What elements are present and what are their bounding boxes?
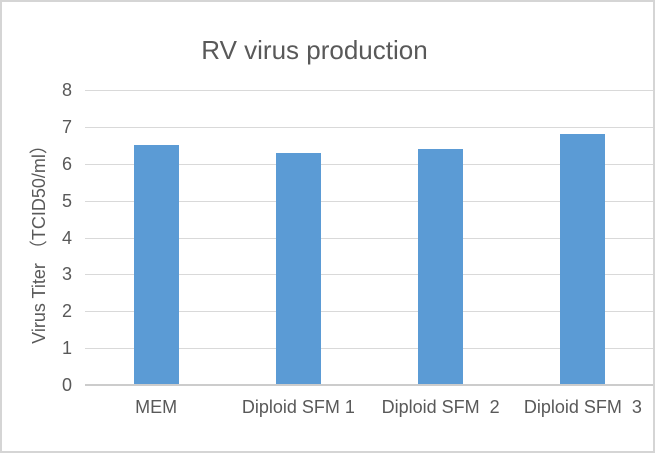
x-tick-label-mem: MEM	[135, 397, 178, 417]
gridline-5	[85, 200, 653, 202]
bar-diploid-sfm-2	[418, 149, 464, 384]
y-tick-label-6: 6	[61, 153, 72, 174]
gridline-7	[85, 126, 653, 128]
gridline-6	[85, 163, 653, 165]
gridline-1	[85, 348, 653, 350]
x-tick-label-diploid-sfm-3: Diploid SFM 3	[523, 397, 642, 417]
y-tick-label-1: 1	[61, 338, 72, 359]
y-tick-label-3: 3	[61, 264, 72, 285]
bar-diploid-sfm-1	[275, 152, 321, 384]
y-tick-label-2: 2	[61, 301, 72, 322]
bar-diploid-sfm-3	[560, 134, 606, 384]
y-tick-label-4: 4	[61, 227, 72, 248]
y-tick-label-5: 5	[61, 190, 72, 211]
y-tick-label-8: 8	[61, 80, 72, 100]
x-tick-label-diploid-sfm-1: Diploid SFM 1	[241, 397, 355, 417]
x-tick-label-diploid-sfm-2: Diploid SFM 2	[381, 397, 500, 417]
gridline-2	[85, 311, 653, 313]
gridline-3	[85, 274, 653, 276]
gridline-8	[85, 90, 653, 91]
x-axis-line	[85, 384, 653, 386]
chart-title: RV virus production	[201, 35, 428, 65]
y-tick-label-7: 7	[61, 116, 72, 137]
bar-mem	[133, 145, 179, 384]
y-tick-label-0: 0	[61, 375, 72, 395]
gridline-4	[85, 237, 653, 239]
